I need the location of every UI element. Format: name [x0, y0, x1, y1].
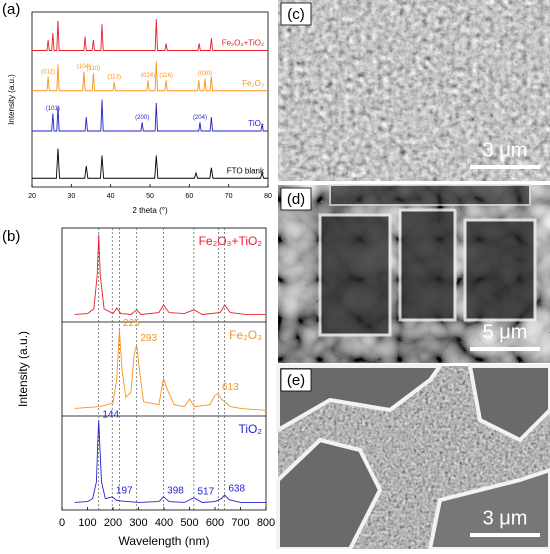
- x-tick-label: 40: [107, 193, 115, 200]
- sem-image-e: [276, 364, 550, 551]
- series-name: Fe₂O₃: [242, 79, 264, 88]
- x-tick-label: 200: [104, 517, 122, 529]
- series-name: Fe₂O₃+TiO₂: [199, 234, 263, 248]
- x-tick-label: 800: [257, 517, 275, 529]
- spectrum-line: [74, 234, 266, 315]
- spectrum-line: [74, 420, 266, 503]
- peak-label: 197: [116, 485, 133, 496]
- series-name: FTO blank: [227, 166, 265, 175]
- peak-label: (104): [77, 64, 91, 70]
- series-name: TiO₂: [238, 422, 262, 436]
- y-axis-label: Intensity (a.u.): [7, 74, 16, 125]
- scale-bar: [470, 165, 540, 169]
- x-tick-label: 600: [206, 517, 224, 529]
- peak-label: (116): [159, 73, 173, 79]
- x-tick-label: 300: [129, 517, 147, 529]
- x-tick-label: 20: [28, 193, 36, 200]
- peak-label: 225: [123, 318, 140, 329]
- peak-label: (110): [87, 66, 101, 72]
- series-name: Fe₂O₃: [229, 328, 262, 342]
- x-axis-label: 2 theta (°): [132, 206, 168, 215]
- x-tick-label: 500: [180, 517, 198, 529]
- x-tick-label: 400: [155, 517, 173, 529]
- scale-bar-label: 5 μm: [483, 321, 528, 343]
- x-tick-label: 700: [231, 517, 249, 529]
- spectrum-line: [32, 60, 268, 92]
- peak-label: (200): [135, 115, 149, 121]
- spectrum-line: [32, 99, 268, 132]
- peak-label: (204): [193, 115, 207, 121]
- sem-image-d: [278, 184, 550, 363]
- x-tick-label: 80: [264, 193, 272, 200]
- sem-image-c: [278, 0, 550, 181]
- series-name: Fe₂O₃+TiO₂: [222, 39, 264, 48]
- sem-platelets: [276, 364, 444, 434]
- image-label: (e): [287, 372, 305, 389]
- y-axis-label: Intensity (a.u.): [16, 331, 30, 407]
- peak-label: 293: [140, 333, 157, 344]
- spectrum-line: [32, 148, 268, 179]
- peak-label: (030): [198, 71, 212, 77]
- scale-bar-label: 3 μm: [483, 507, 528, 529]
- peak-label: 144: [102, 409, 119, 420]
- peak-label: 398: [167, 485, 184, 496]
- peak-label: (113): [107, 75, 121, 81]
- sem-texture: [278, 0, 550, 181]
- peak-label: 638: [228, 484, 245, 495]
- x-axis-label: Wavelength (nm): [119, 534, 210, 548]
- peak-label: (101): [46, 106, 60, 112]
- x-tick-label: 50: [146, 193, 154, 200]
- sem-platelets: [318, 208, 537, 337]
- label-box: [280, 368, 312, 392]
- sem-platelets: [329, 184, 531, 206]
- image-label: (d): [287, 191, 305, 208]
- sem-platelets: [467, 364, 550, 443]
- scale-bar: [470, 533, 540, 537]
- panel-label: (a): [2, 1, 20, 18]
- peak-label: 517: [197, 486, 214, 497]
- panel-label: (b): [2, 228, 20, 245]
- x-tick-label: 0: [59, 517, 65, 529]
- x-tick-label: 30: [67, 193, 75, 200]
- spectrum-line: [74, 329, 267, 411]
- x-tick-label: 100: [78, 517, 96, 529]
- label-box: [280, 2, 312, 26]
- peak-label: 613: [222, 382, 239, 393]
- peak-label: (012): [41, 69, 55, 75]
- image-label: (c): [287, 6, 305, 23]
- peak-label: (024): [141, 73, 155, 79]
- x-tick-label: 70: [225, 193, 233, 200]
- spectrum-line: [32, 18, 268, 51]
- scale-bar: [470, 347, 540, 351]
- series-name: TiO₂: [248, 119, 264, 128]
- label-box: [280, 187, 312, 211]
- scale-bar-label: 3 μm: [483, 139, 528, 161]
- plot-frame: [61, 227, 267, 511]
- x-tick-label: 60: [185, 193, 193, 200]
